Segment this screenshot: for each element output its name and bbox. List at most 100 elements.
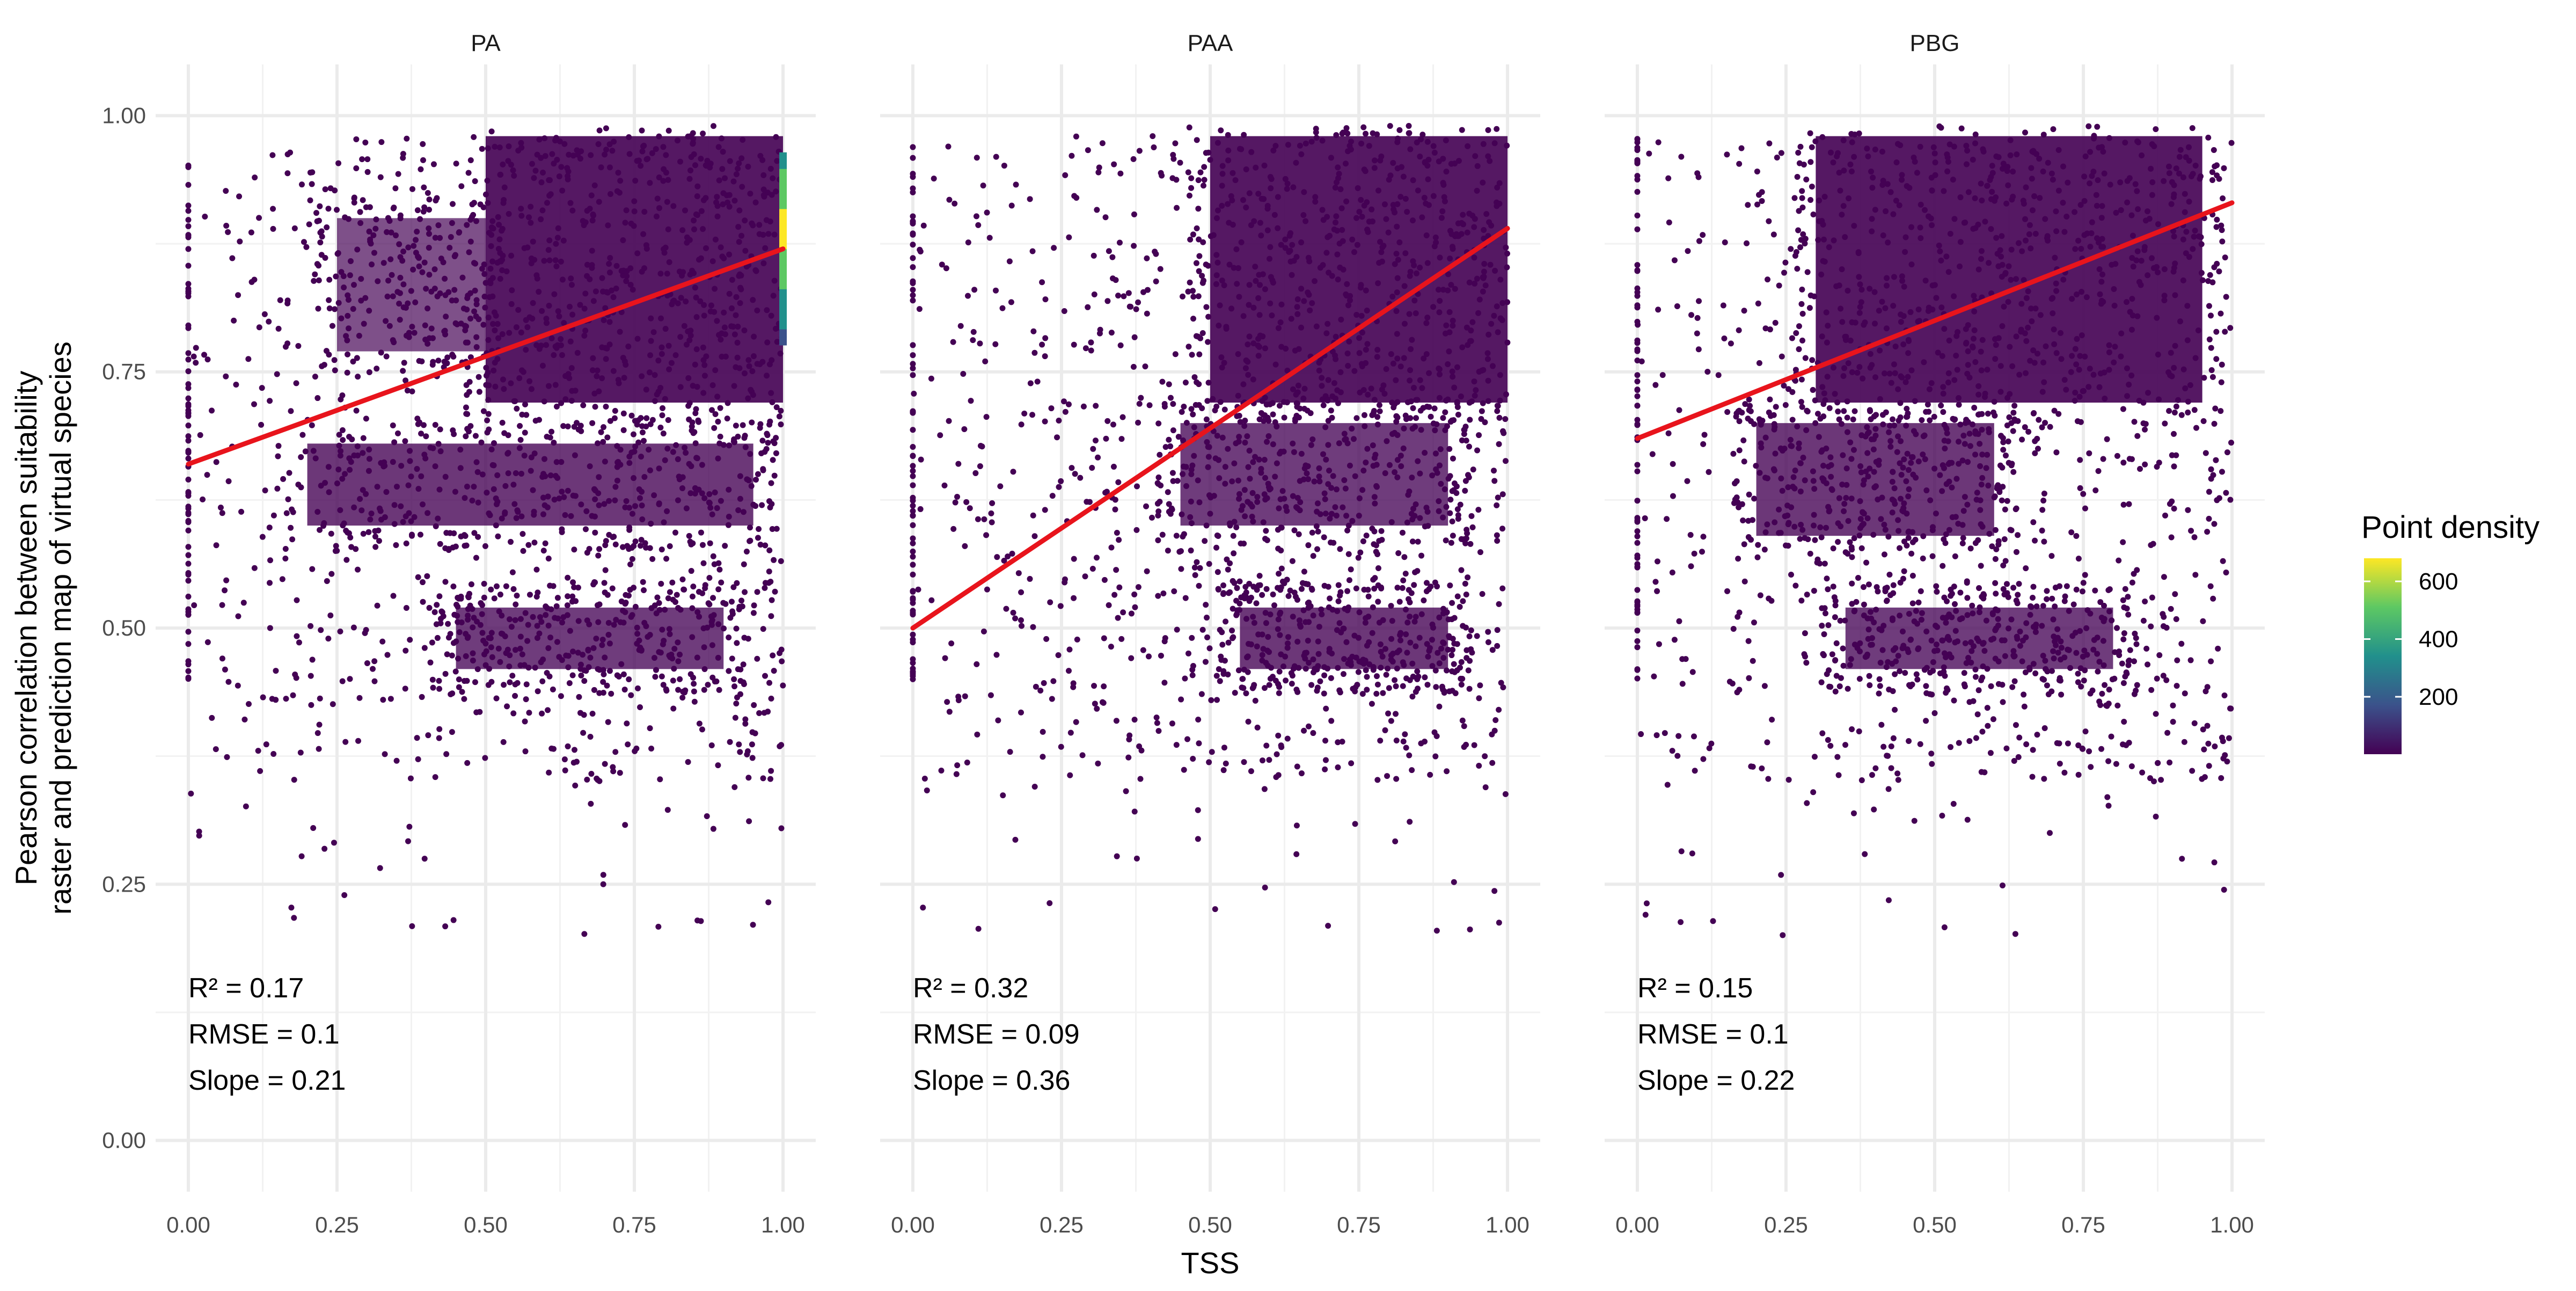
data-point bbox=[1203, 659, 1209, 665]
data-point bbox=[2014, 506, 2019, 512]
data-point bbox=[997, 483, 1003, 489]
data-point bbox=[555, 616, 561, 622]
data-point bbox=[1927, 386, 1933, 392]
data-point bbox=[769, 313, 774, 319]
high-density-bin bbox=[779, 265, 787, 273]
data-point bbox=[1419, 132, 1425, 137]
data-point bbox=[628, 692, 634, 698]
data-point bbox=[690, 583, 696, 589]
data-point bbox=[1343, 161, 1349, 166]
data-point bbox=[1418, 553, 1424, 559]
data-point bbox=[219, 602, 225, 608]
data-point bbox=[473, 334, 479, 340]
data-point bbox=[565, 575, 570, 581]
data-point bbox=[1235, 351, 1241, 357]
data-point bbox=[576, 694, 582, 700]
data-point bbox=[939, 261, 945, 267]
data-point bbox=[2214, 224, 2220, 230]
data-point bbox=[1080, 752, 1086, 758]
data-point bbox=[1450, 519, 1455, 524]
data-point bbox=[1455, 412, 1461, 418]
data-point bbox=[519, 531, 525, 537]
data-point bbox=[1419, 611, 1425, 617]
data-point bbox=[543, 342, 549, 348]
data-point bbox=[185, 422, 191, 428]
data-point bbox=[1999, 323, 2005, 329]
data-point bbox=[1901, 538, 1907, 544]
data-point bbox=[479, 146, 485, 152]
data-point bbox=[1922, 456, 1928, 462]
data-point bbox=[1339, 227, 1345, 233]
data-point bbox=[659, 345, 665, 351]
data-point bbox=[596, 199, 602, 205]
data-point bbox=[1388, 636, 1394, 642]
data-point bbox=[1290, 386, 1296, 392]
data-point bbox=[726, 514, 732, 520]
data-point bbox=[1285, 634, 1291, 640]
data-point bbox=[436, 735, 442, 741]
data-point bbox=[747, 538, 753, 544]
data-point bbox=[342, 214, 348, 220]
data-point bbox=[569, 398, 575, 404]
data-point bbox=[1884, 275, 1890, 281]
data-point bbox=[937, 432, 943, 438]
data-point bbox=[1737, 447, 1743, 453]
data-point bbox=[398, 463, 404, 469]
data-point bbox=[330, 701, 336, 707]
data-point bbox=[266, 319, 272, 325]
data-point bbox=[679, 227, 685, 233]
data-point bbox=[606, 498, 612, 504]
data-point bbox=[700, 542, 706, 548]
data-point bbox=[663, 556, 669, 561]
data-point bbox=[1857, 463, 1863, 469]
data-point bbox=[691, 217, 697, 223]
data-point bbox=[1373, 483, 1379, 489]
data-point bbox=[1257, 312, 1263, 318]
data-point bbox=[639, 423, 645, 429]
data-point bbox=[1234, 281, 1240, 287]
data-point bbox=[1996, 488, 2002, 494]
data-point bbox=[1109, 330, 1115, 335]
data-point bbox=[1937, 249, 1943, 254]
data-point bbox=[1467, 927, 1473, 932]
data-point bbox=[536, 631, 542, 637]
data-point bbox=[267, 398, 273, 404]
data-point bbox=[2129, 296, 2135, 302]
data-point bbox=[1812, 138, 1818, 144]
data-point bbox=[1822, 194, 1828, 200]
data-point bbox=[453, 638, 459, 644]
data-point bbox=[1336, 599, 1342, 604]
data-point bbox=[1368, 385, 1374, 391]
data-point bbox=[968, 398, 974, 404]
data-point bbox=[704, 625, 710, 631]
data-point bbox=[1115, 479, 1121, 485]
data-point bbox=[761, 192, 767, 198]
data-point bbox=[938, 768, 944, 774]
data-point bbox=[459, 619, 465, 625]
data-point bbox=[560, 276, 566, 282]
data-point bbox=[1372, 157, 1378, 163]
data-point bbox=[1389, 431, 1395, 437]
data-point bbox=[394, 289, 400, 295]
data-point bbox=[503, 583, 509, 589]
data-point bbox=[1447, 309, 1453, 315]
data-point bbox=[1364, 308, 1370, 313]
data-point bbox=[338, 397, 343, 403]
data-point bbox=[479, 630, 485, 636]
data-point bbox=[1301, 477, 1307, 483]
data-point bbox=[711, 826, 716, 832]
data-point bbox=[1129, 610, 1135, 616]
data-point bbox=[734, 625, 740, 631]
data-point bbox=[1394, 355, 1400, 361]
data-point bbox=[659, 351, 665, 357]
data-point bbox=[1422, 450, 1428, 456]
data-point bbox=[1467, 658, 1473, 664]
data-point bbox=[412, 300, 418, 305]
data-point bbox=[766, 548, 772, 553]
data-point bbox=[1363, 131, 1368, 137]
data-point bbox=[610, 764, 616, 770]
data-point bbox=[223, 578, 229, 583]
data-point bbox=[476, 374, 482, 380]
data-point bbox=[1350, 686, 1356, 692]
data-point bbox=[1250, 519, 1256, 524]
